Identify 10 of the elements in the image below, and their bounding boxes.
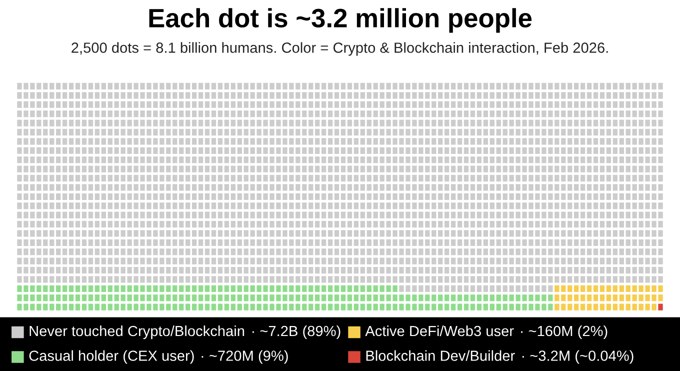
data-label: · ~160M (2%) xyxy=(521,325,608,340)
text: 2,500 dots = 8.1 billion humans. Color = Crypto & Blockchain interaction, Feb 2026. xyxy=(72,42,608,56)
data-label: · ~3.2M (~0.04%) xyxy=(522,350,634,364)
text: Each dot is ~3.2 million people xyxy=(149,8,532,33)
category-label: Casual holder (CEX user) xyxy=(29,350,194,364)
category-label: Blockchain Dev/Builder xyxy=(366,350,515,361)
category-label: Active DeFi/Web3 user xyxy=(365,325,514,336)
data-label: · ~7.2B (89%) xyxy=(252,325,340,340)
data-label: · ~720M (9%) xyxy=(202,350,288,364)
category-label: Never touched Crypto/Blockchain xyxy=(30,325,244,340)
